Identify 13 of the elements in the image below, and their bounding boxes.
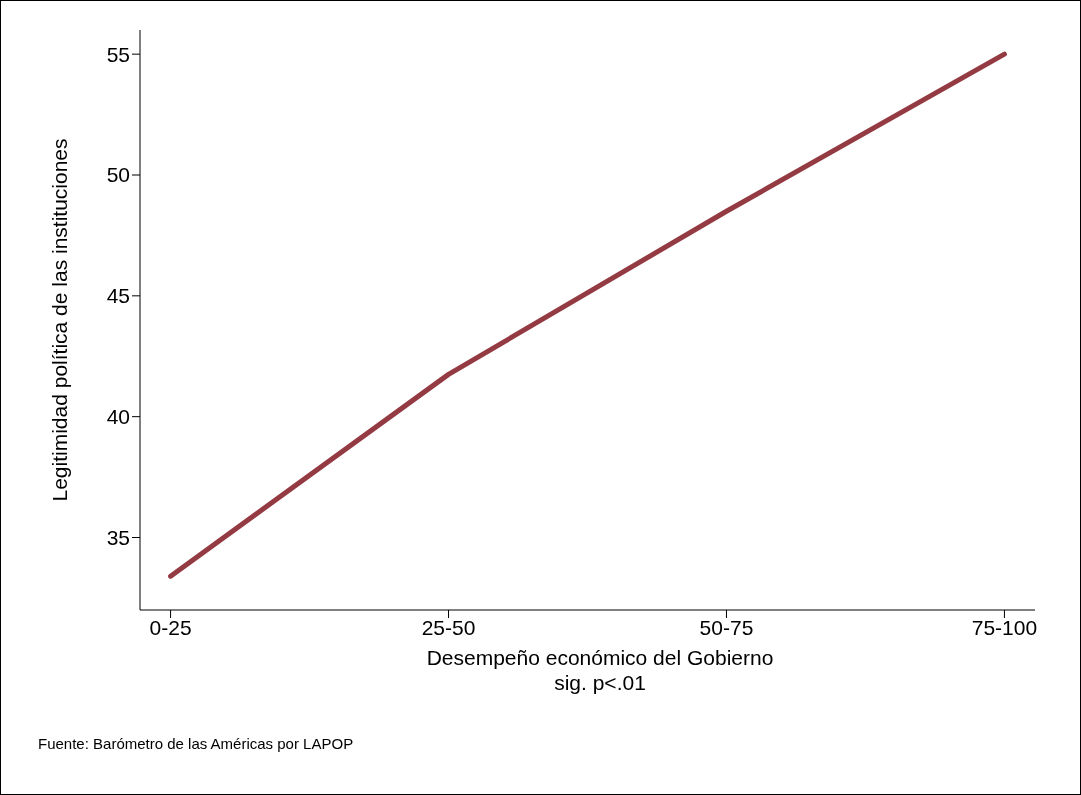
y-tick-label: 40 <box>106 405 130 429</box>
x-tick-label: 50-75 <box>699 615 754 639</box>
x-tick-label: 75-100 <box>971 615 1038 639</box>
y-tick-label: 50 <box>106 163 130 187</box>
x-tick-label: 0-25 <box>149 615 192 639</box>
x-axis-title: Desempeño económico del Gobierno <box>425 645 775 670</box>
y-tick-label: 45 <box>106 284 130 308</box>
source-note: Fuente: Barómetro de las Américas por LAPOP <box>38 735 354 752</box>
y-tick-label: 55 <box>106 42 130 66</box>
text: sig. p<.01 <box>553 670 647 695</box>
y-axis-title: Legitimidad política de las instituciones <box>48 138 72 502</box>
x-tick-label: 25-50 <box>421 615 476 639</box>
y-tick-label: 35 <box>106 525 130 549</box>
